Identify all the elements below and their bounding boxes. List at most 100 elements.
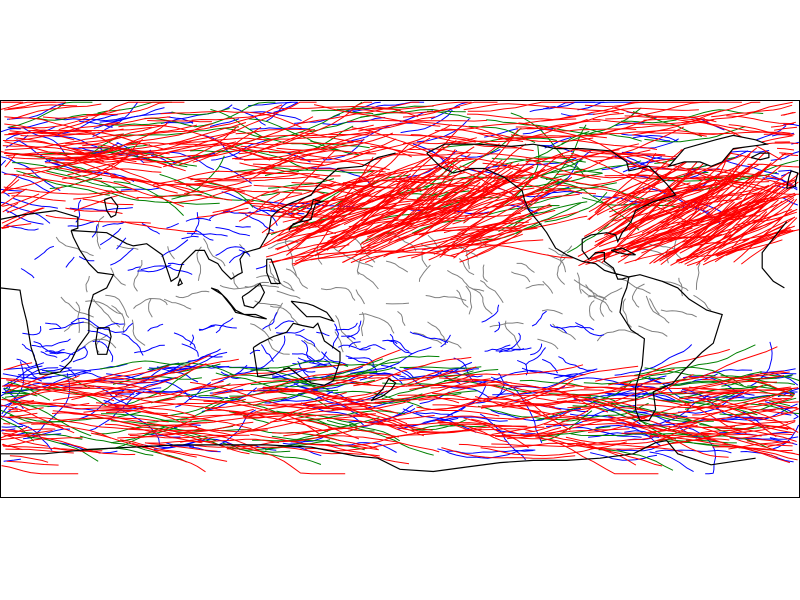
storm-track-red	[204, 409, 329, 433]
storm-track-red	[660, 192, 762, 265]
storm-track-red	[460, 155, 574, 212]
storm-track-blue	[121, 333, 144, 356]
storm-track-gray	[622, 298, 632, 328]
storm-track-red	[566, 384, 662, 391]
storm-track-red	[682, 160, 758, 205]
storm-track-gray	[587, 295, 607, 301]
storm-track-blue	[166, 222, 179, 229]
storm-track-red	[244, 404, 368, 419]
storm-track-red	[173, 185, 252, 204]
storm-track-red	[3, 186, 113, 195]
storm-track-red	[259, 220, 324, 249]
storm-track-red	[464, 215, 588, 245]
storm-track-gray	[148, 298, 153, 318]
storm-track-red	[368, 397, 482, 423]
storm-track-gray	[482, 264, 488, 283]
storm-track-red	[762, 409, 794, 414]
storm-track-blue	[291, 353, 328, 368]
storm-track-red	[418, 226, 521, 236]
storm-track-gray	[471, 288, 493, 315]
storm-track-green	[260, 189, 331, 197]
storm-track-red	[9, 384, 95, 388]
storm-track-blue	[16, 358, 31, 368]
storm-track-gray	[196, 246, 202, 281]
storm-track-blue	[404, 370, 418, 380]
storm-track-gray	[256, 275, 294, 291]
storm-track-blue	[70, 317, 99, 328]
storm-track-green	[581, 197, 682, 209]
storm-track-red	[336, 374, 476, 388]
storm-track-red	[152, 170, 220, 185]
storm-track-red	[460, 179, 521, 201]
storm-track-red	[0, 188, 27, 207]
storm-track-blue	[769, 436, 799, 440]
storm-track-red	[126, 142, 271, 153]
storm-track-red	[8, 407, 44, 413]
coastline-africa	[0, 230, 115, 375]
storm-track-red	[8, 437, 83, 446]
storm-track-blue	[173, 332, 196, 349]
storm-track-red	[441, 128, 524, 142]
storm-track-red	[657, 207, 754, 229]
storm-track-gray	[438, 338, 462, 349]
storm-track-red	[333, 176, 427, 219]
storm-track-red	[441, 447, 576, 459]
storm-track-gray	[175, 290, 210, 299]
storm-track-red	[27, 126, 152, 132]
storm-track-red	[450, 239, 544, 257]
storm-track-green	[598, 449, 674, 471]
storm-track-red	[365, 234, 478, 264]
storm-track-red	[772, 401, 799, 404]
storm-track-gray	[93, 298, 121, 328]
storm-track-green	[570, 433, 658, 436]
storm-track-blue	[359, 344, 386, 351]
storm-track-red	[169, 432, 266, 455]
storm-track-red	[175, 112, 279, 144]
coastline-south-america	[619, 274, 723, 422]
storm-track-red	[192, 427, 359, 448]
storm-track-red	[763, 133, 795, 135]
storm-track-gray	[111, 305, 126, 334]
storm-track-red	[353, 124, 452, 158]
storm-track-red	[120, 220, 197, 233]
storm-track-red	[662, 151, 732, 207]
storm-track-blue	[91, 224, 99, 238]
storm-track-red	[774, 126, 798, 131]
storm-track-blue	[517, 359, 528, 376]
storm-track-red	[5, 372, 54, 393]
storm-track-blue	[34, 245, 55, 261]
storm-track-blue	[770, 424, 800, 451]
storm-track-red	[463, 417, 529, 449]
storm-track-blue	[778, 169, 792, 172]
storm-track-red	[385, 428, 482, 439]
storm-track-red	[463, 189, 572, 213]
storm-track-red	[335, 418, 410, 426]
storm-track-gray	[60, 296, 94, 318]
storm-track-blue	[276, 328, 305, 334]
storm-track-blue	[0, 188, 24, 192]
storm-track-blue	[181, 235, 199, 240]
storm-track-green	[381, 370, 474, 400]
storm-track-blue	[770, 151, 800, 161]
storm-track-red	[74, 122, 169, 162]
storm-track-red	[681, 384, 764, 413]
storm-track-red	[4, 141, 131, 184]
storm-track-blue	[116, 237, 127, 250]
storm-track-blue	[446, 385, 487, 417]
storm-track-blue	[55, 117, 124, 122]
storm-track-green	[222, 442, 322, 465]
storm-track-red	[53, 447, 136, 456]
storm-track-red	[222, 189, 280, 213]
storm-track-red	[779, 152, 794, 155]
storm-track-red	[384, 182, 443, 229]
storm-track-red	[269, 149, 336, 212]
storm-track-blue	[249, 127, 311, 130]
storm-track-blue	[558, 356, 595, 371]
storm-track-red	[617, 206, 708, 263]
storm-track-gray	[131, 319, 146, 346]
storm-track-red	[679, 390, 746, 400]
storm-track-blue	[793, 416, 799, 420]
storm-track-red	[434, 419, 562, 437]
storm-track-gray	[268, 264, 279, 285]
storm-track-red	[368, 116, 436, 131]
